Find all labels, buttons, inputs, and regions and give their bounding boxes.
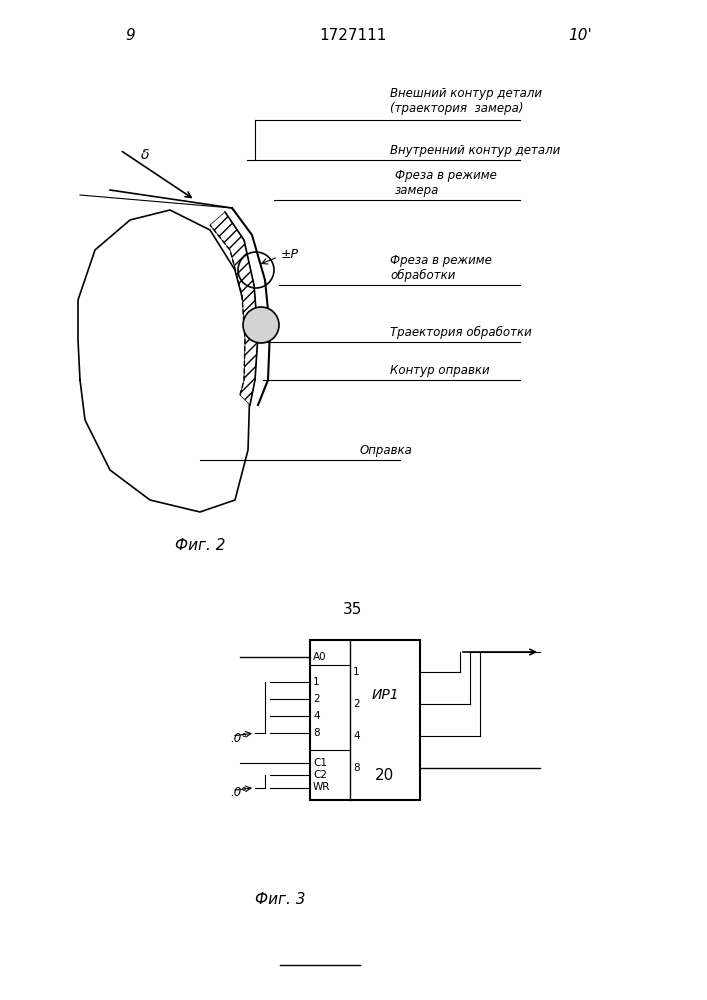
Text: 2: 2 <box>313 694 320 704</box>
Circle shape <box>243 307 279 343</box>
Text: Фиг. 2: Фиг. 2 <box>175 538 226 552</box>
Text: С2: С2 <box>313 770 327 780</box>
Text: 4: 4 <box>353 731 360 741</box>
Bar <box>310 640 420 800</box>
Text: 35: 35 <box>344 602 363 617</box>
Text: WR: WR <box>313 782 330 792</box>
Text: 4: 4 <box>313 711 320 721</box>
Text: С1: С1 <box>313 758 327 768</box>
Text: Контур оправки: Контур оправки <box>390 364 490 377</box>
Text: А0: А0 <box>313 652 327 662</box>
Text: 1727111: 1727111 <box>320 27 387 42</box>
Text: Траектория обработки: Траектория обработки <box>390 326 532 339</box>
Text: Внутренний контур детали: Внутренний контур детали <box>390 144 560 157</box>
Text: 1: 1 <box>313 677 320 687</box>
Text: 10': 10' <box>568 27 592 42</box>
Text: 20: 20 <box>375 768 395 782</box>
Text: ±Р: ±Р <box>281 248 299 261</box>
Text: Внешний контур детали
(траектория  замера): Внешний контур детали (траектория замера… <box>390 87 542 115</box>
Text: Фиг. 3: Фиг. 3 <box>255 892 305 908</box>
Text: .0°: .0° <box>230 732 247 744</box>
Text: 8: 8 <box>313 728 320 738</box>
Polygon shape <box>210 212 258 405</box>
Text: 8: 8 <box>353 763 360 773</box>
Text: 9: 9 <box>125 27 135 42</box>
Text: ИР1: ИР1 <box>371 688 399 702</box>
Text: Оправка: Оправка <box>360 444 413 457</box>
Text: Фреза в режиме
обработки: Фреза в режиме обработки <box>390 254 492 282</box>
Text: .0°: .0° <box>230 786 247 799</box>
Text: δ: δ <box>141 148 149 162</box>
Text: 2: 2 <box>353 699 360 709</box>
Text: 1: 1 <box>353 667 360 677</box>
Text: Фреза в режиме
замера: Фреза в режиме замера <box>395 169 497 197</box>
